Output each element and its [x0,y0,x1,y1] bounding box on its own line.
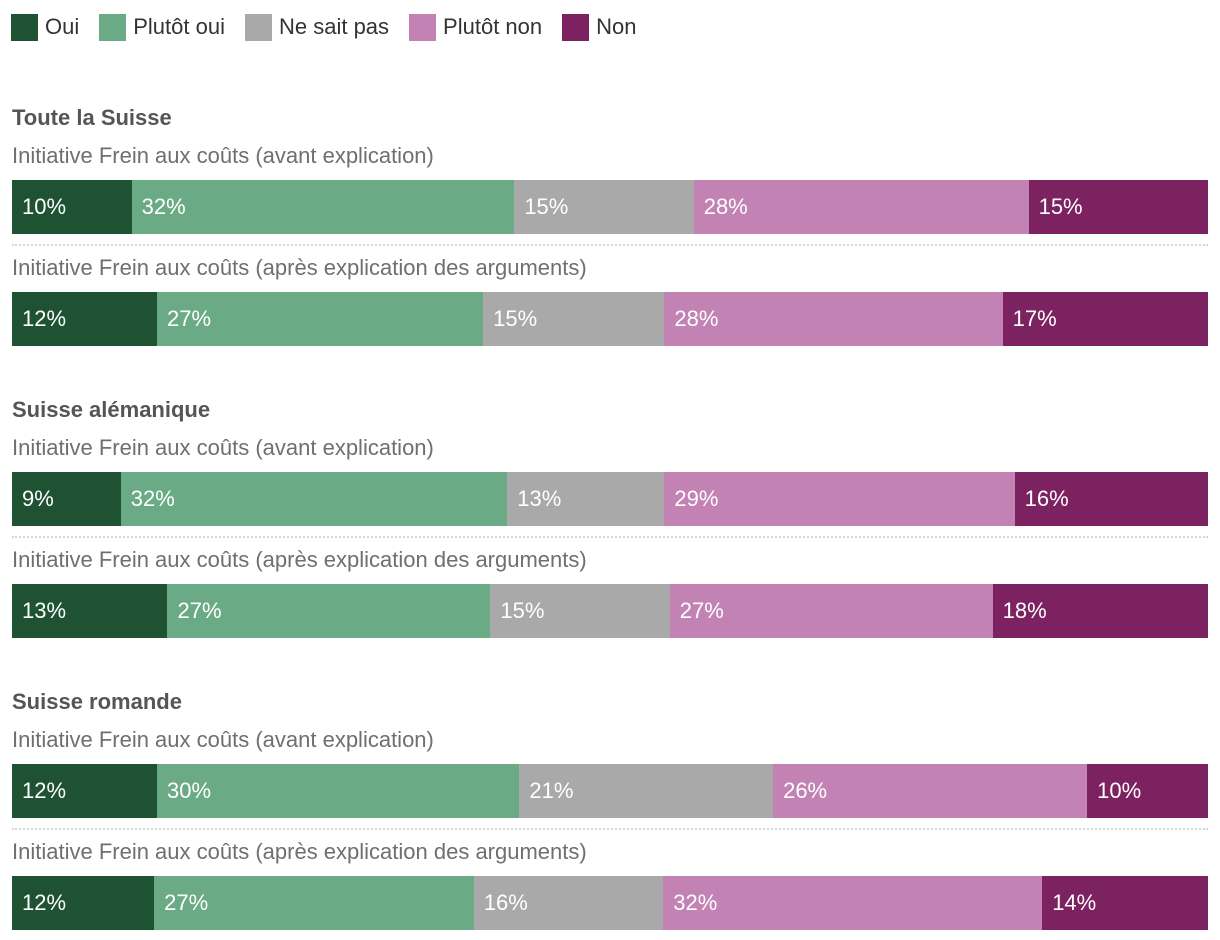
stacked-bar-suisse-alemanique-apres: 13% 27% 15% 27% 18% [12,584,1208,638]
legend-swatch-non [562,13,590,41]
data-label-oui: 13% [22,598,67,623]
data-label-non: 16% [1024,486,1069,511]
bar-segment-non[interactable]: 18% [992,584,1208,638]
row-label-suisse-romande-avant: Initiative Frein aux coûts (avant explic… [12,727,434,752]
legend-label-oui: Oui [45,14,80,39]
data-label-plutot-non: 28% [674,306,719,331]
row-label-suisse-romande-apres: Initiative Frein aux coûts (après explic… [12,839,587,864]
stacked-bar-toute-la-suisse-apres: 12% 27% 15% 28% 17% [12,292,1208,346]
row-label-toute-la-suisse-avant: Initiative Frein aux coûts (avant explic… [12,143,434,168]
bar-segment-oui[interactable]: 12% [12,292,157,346]
group-title-suisse-romande: Suisse romande [12,689,182,714]
row-label-toute-la-suisse-apres: Initiative Frein aux coûts (après explic… [12,255,587,280]
legend-label-non: Non [596,14,637,39]
legend-swatch-plutot-oui [99,13,127,41]
bar-segment-non[interactable]: 15% [1028,180,1208,234]
data-label-plutot-oui: 30% [166,778,212,803]
legend: Oui Plutôt oui Ne sait pas Plutôt non No… [11,12,656,42]
bar-segment-plutot-oui[interactable]: 32% [120,472,508,526]
bar-segment-plutot-oui[interactable]: 32% [131,180,515,234]
bar-segment-ne-sait-pas[interactable]: 15% [514,180,694,234]
data-label-ne-sait-pas: 15% [524,194,569,219]
row-separator [12,828,1208,830]
legend-label-plutot-oui: Plutôt oui [133,14,225,39]
stacked-bar-toute-la-suisse-avant: 10% 32% 15% 28% 15% [12,180,1208,234]
row-separator [12,536,1208,538]
legend-label-ne-sait-pas: Ne sait pas [278,14,390,39]
bar-segment-plutot-non[interactable]: 32% [663,876,1043,930]
data-label-ne-sait-pas: 15% [500,598,545,623]
bar-segment-plutot-non[interactable]: 26% [773,764,1088,818]
group-title-toute-la-suisse: Toute la Suisse [12,105,172,130]
data-label-plutot-non: 28% [703,194,748,219]
data-label-plutot-oui: 32% [141,194,186,219]
bar-segment-plutot-oui[interactable]: 27% [156,292,484,346]
bar-segment-oui[interactable]: 10% [12,180,132,234]
data-label-plutot-non: 29% [674,486,719,511]
data-label-plutot-oui: 32% [130,486,175,511]
data-label-oui: 9% [22,486,54,511]
row-label-suisse-alemanique-avant: Initiative Frein aux coûts (avant explic… [12,435,434,460]
row-label-suisse-alemanique-apres: Initiative Frein aux coûts (après explic… [12,547,587,572]
data-label-oui: 12% [22,306,67,331]
stacked-bar-chart: Toute la Suisse Initiative Frein aux coût… [12,0,1208,940]
bar-segment-plutot-non[interactable]: 28% [693,180,1029,234]
bar-segment-ne-sait-pas[interactable]: 15% [483,292,665,346]
data-label-ne-sait-pas: 15% [493,306,538,331]
bar-segment-oui[interactable]: 12% [12,876,155,930]
bar-segment-oui[interactable]: 13% [12,584,168,638]
bar-segment-oui[interactable]: 12% [12,764,157,818]
data-label-non: 14% [1052,890,1097,915]
data-label-non: 18% [1002,598,1047,623]
data-label-oui: 12% [22,890,67,915]
bar-segment-non[interactable]: 17% [1002,292,1208,346]
data-label-plutot-oui: 27% [166,306,212,331]
data-label-ne-sait-pas: 21% [529,778,574,803]
bar-segment-ne-sait-pas[interactable]: 15% [490,584,670,638]
data-label-plutot-non: 32% [673,890,718,915]
data-label-oui: 10% [22,194,67,219]
bar-segment-plutot-non[interactable]: 29% [664,472,1015,526]
bar-segment-non[interactable]: 10% [1087,764,1208,818]
legend-swatch-ne-sait-pas [244,13,272,41]
data-label-oui: 12% [22,778,67,803]
legend-item-oui[interactable]: Oui [11,13,80,41]
legend-item-non[interactable]: Non [562,13,637,41]
data-label-plutot-oui: 27% [177,598,222,623]
legend-swatch-oui [11,13,38,41]
data-label-ne-sait-pas: 16% [483,890,528,915]
bar-segment-ne-sait-pas[interactable]: 13% [507,472,665,526]
bar-segment-ne-sait-pas[interactable]: 16% [473,876,664,930]
data-label-ne-sait-pas: 13% [517,486,562,511]
bar-segment-plutot-non[interactable]: 27% [669,584,993,638]
data-label-non: 17% [1012,306,1057,331]
stacked-bar-suisse-romande-apres: 12% 27% 16% 32% 14% [12,876,1208,930]
group-title-suisse-alemanique: Suisse alémanique [12,397,211,422]
bar-segment-plutot-oui[interactable]: 27% [154,876,474,930]
bar-segment-plutot-non[interactable]: 28% [664,292,1003,346]
data-label-plutot-non: 26% [783,778,828,803]
data-label-non: 15% [1038,194,1083,219]
bar-segment-non[interactable]: 16% [1014,472,1208,526]
bar-segment-plutot-oui[interactable]: 27% [167,584,491,638]
legend-item-plutot-oui[interactable]: Plutôt oui [99,13,225,41]
bar-segment-ne-sait-pas[interactable]: 21% [519,764,774,818]
bar-segment-oui[interactable]: 9% [12,472,121,526]
legend-item-ne-sait-pas[interactable]: Ne sait pas [244,13,390,41]
legend-swatch-plutot-non [409,13,437,41]
row-separator [12,244,1208,246]
bar-segment-non[interactable]: 14% [1042,876,1208,930]
bar-segment-plutot-oui[interactable]: 30% [156,764,520,818]
legend-item-plutot-non[interactable]: Plutôt non [409,13,543,41]
stacked-bar-suisse-alemanique-avant: 9% 32% 13% 29% 16% [12,472,1208,526]
legend-label-plutot-non: Plutôt non [443,14,543,39]
data-label-plutot-oui: 27% [164,890,209,915]
data-label-plutot-non: 27% [679,598,724,623]
data-label-non: 10% [1097,778,1142,803]
stacked-bar-suisse-romande-avant: 12% 30% 21% 26% 10% [12,764,1208,818]
